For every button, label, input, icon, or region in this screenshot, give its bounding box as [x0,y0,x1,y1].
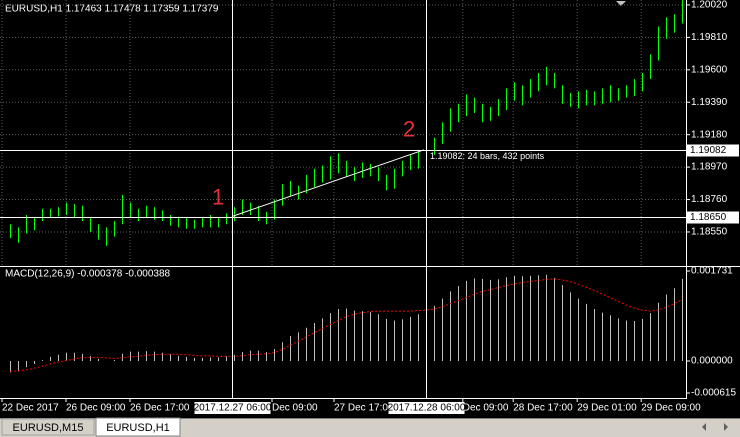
x-tick-label: 28 Dec 17:00 [513,403,573,414]
signal-line [9,278,683,372]
x-tick-label: 26 Dec 17:00 [130,403,190,414]
y-tick-label: 0.000000 [691,356,733,367]
x-tick-label: 22 Dec 2017 [2,403,59,414]
x-tick-label: Dec 09:00 [463,403,509,414]
tab-active[interactable] [95,417,181,437]
x-tick-label: Dec 09:00 [272,403,318,414]
y-tick-label: 1.19390 [691,97,728,108]
measure-label: 1.19082: 24 bars, 432 points [430,151,545,161]
y-tick-label: 0.001731 [691,266,733,277]
y-tick-label: 1.19180 [691,129,728,140]
point-marker: 2 [403,117,415,142]
point-marker: 1 [212,184,224,209]
level-label-box [687,144,739,157]
crosshair-label: 2017.12.28 06:00 [388,403,466,414]
level-label-box [687,211,739,224]
y-tick-label: 1.19810 [691,32,728,43]
x-tick-label: 29 Dec 01:00 [577,403,637,414]
y-tick-label: 1.18970 [691,162,728,173]
x-tick-label: 27 Dec 17:00 [334,403,394,414]
x-tick-label: 29 Dec 09:00 [641,403,701,414]
crosshair-label: 2017.12.27 06:00 [194,403,272,414]
chart-title: EURUSD,H1 1.17463 1.17478 1.17359 1.1737… [5,4,219,15]
crosshair-label-box [388,402,465,414]
y-tick-label: 1.18760 [691,194,728,205]
overlay-layer: 1.20020 1.19810 1.19600 1.19390 1.19180 1.189… [0,0,739,414]
x-tick-label: 26 Dec 09:00 [66,403,126,414]
trend-line [231,149,425,217]
grid-layer: 22 Dec 2017 26 Dec 09:00 26 Dec 17:00 Dec 0… [0,0,701,414]
tab-label[interactable]: EURUSD,H1 [106,422,170,434]
y-tick-label: 1.20020 [691,0,728,11]
mark-layer [9,0,683,373]
indicator-title: MACD(12,26,9) -0.000378 -0.000388 [5,269,171,280]
crosshair-label-box [194,402,271,414]
tab-strip [0,418,740,437]
y-tick-label: 1.19600 [691,64,728,75]
level-label: 1.19082 [690,145,727,156]
tab-label[interactable]: EURUSD,M15 [13,422,84,434]
shift-marker [616,1,626,6]
level-label: 1.18650 [690,212,727,223]
tab[interactable] [1,418,95,436]
y-tick-label: -0.000615 [691,388,736,399]
y-tick-label: 1.18550 [691,227,728,238]
